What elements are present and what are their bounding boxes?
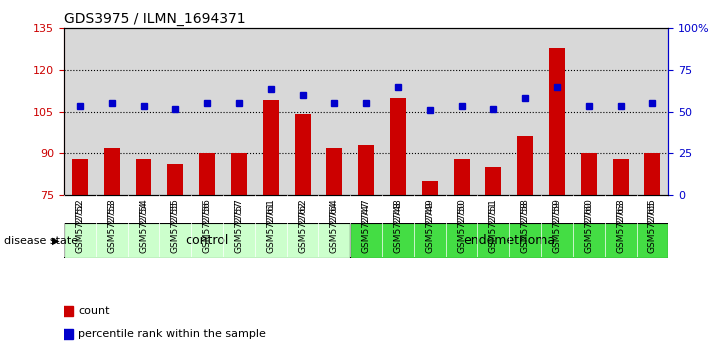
Text: GSM572750: GSM572750 [457, 198, 466, 253]
Bar [517, 137, 533, 195]
Bar [358, 145, 374, 195]
Bar [486, 167, 501, 195]
Bar [72, 159, 88, 195]
Bar [644, 153, 661, 195]
Bar [64, 223, 351, 258]
Text: GSM572760: GSM572760 [584, 198, 593, 253]
Text: GSM572752: GSM572752 [75, 198, 85, 252]
Bar [231, 153, 247, 195]
Text: GSM572747: GSM572747 [362, 198, 370, 252]
Bar [422, 181, 438, 195]
Text: GSM572755: GSM572755 [171, 198, 180, 253]
Bar [104, 148, 119, 195]
Bar [351, 223, 668, 258]
Text: GSM572761: GSM572761 [266, 198, 275, 253]
Text: GSM572763: GSM572763 [616, 198, 625, 253]
Text: GDS3975 / ILMN_1694371: GDS3975 / ILMN_1694371 [64, 12, 245, 26]
Bar [199, 153, 215, 195]
Text: GSM572753: GSM572753 [107, 198, 116, 253]
Bar [390, 98, 406, 195]
Text: GSM572765: GSM572765 [648, 198, 657, 253]
Text: GSM572764: GSM572764 [330, 198, 339, 252]
Text: GSM572748: GSM572748 [393, 198, 402, 252]
Bar [136, 159, 151, 195]
Text: GSM572756: GSM572756 [203, 198, 212, 253]
Text: GSM572754: GSM572754 [139, 198, 148, 252]
Bar [167, 164, 183, 195]
Text: endometrioma: endometrioma [464, 234, 555, 247]
Text: GSM572749: GSM572749 [425, 198, 434, 252]
Text: disease state: disease state [4, 236, 77, 246]
Text: GSM572751: GSM572751 [489, 198, 498, 253]
Bar [613, 159, 629, 195]
Text: percentile rank within the sample: percentile rank within the sample [78, 329, 266, 339]
Text: count: count [78, 306, 109, 316]
Bar [294, 114, 311, 195]
Text: GSM572757: GSM572757 [235, 198, 243, 253]
Bar [581, 153, 597, 195]
Text: GSM572759: GSM572759 [552, 198, 562, 253]
Text: ▶: ▶ [51, 236, 59, 246]
Text: GSM572758: GSM572758 [520, 198, 530, 253]
Bar [326, 148, 342, 195]
Text: control: control [186, 234, 229, 247]
Bar [549, 48, 565, 195]
Bar [263, 101, 279, 195]
Bar [454, 159, 469, 195]
Text: GSM572762: GSM572762 [298, 198, 307, 252]
